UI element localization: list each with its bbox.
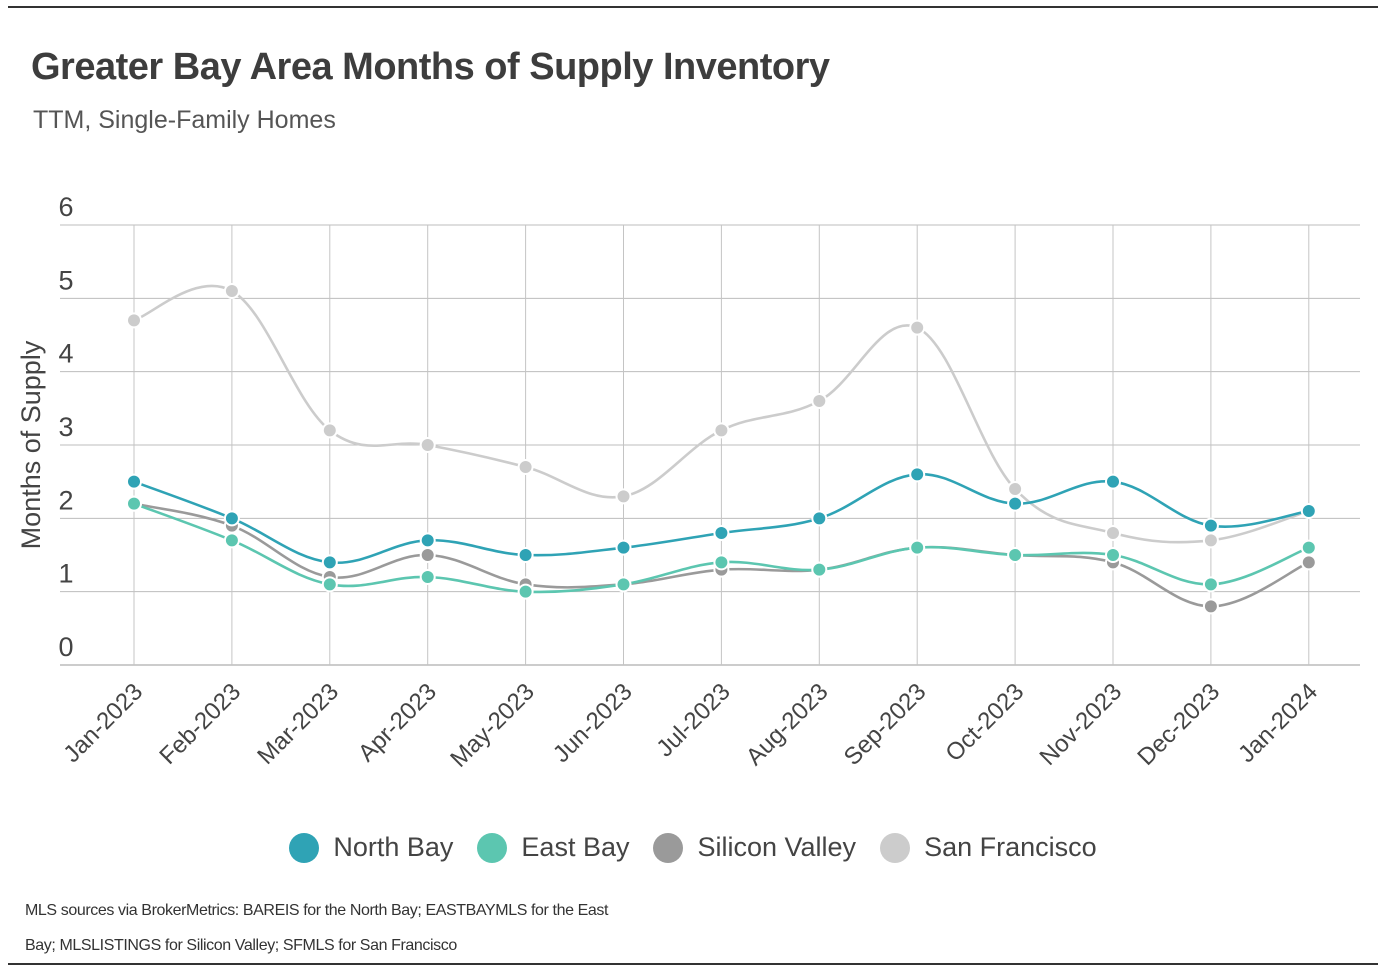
legend-item-east-bay: East Bay — [477, 832, 629, 863]
north-bay-point — [1202, 517, 1219, 534]
east-bay-point — [1105, 547, 1121, 563]
north-bay-point — [713, 525, 730, 541]
x-tick-label: Aug-2023 — [741, 678, 834, 771]
san-francisco-point — [811, 393, 828, 409]
east-bay-point — [1007, 547, 1024, 563]
legend-swatch — [289, 832, 320, 863]
east-bay-point — [811, 561, 828, 578]
east-bay-point — [419, 569, 436, 585]
silicon-valley-point — [1300, 554, 1317, 571]
grid — [60, 224, 1360, 666]
north-bay-point — [419, 532, 436, 549]
san-francisco-point — [1202, 532, 1219, 549]
silicon-valley-point — [419, 547, 436, 563]
legend-swatch — [880, 832, 911, 863]
north-bay-point — [517, 547, 534, 563]
east-bay-point — [126, 495, 142, 512]
north-bay-point — [1007, 495, 1024, 512]
san-francisco-point — [126, 312, 142, 329]
east-bay-point — [713, 554, 730, 571]
east-bay-point — [1202, 576, 1219, 593]
y-tick-label: 2 — [58, 485, 73, 515]
y-tick-label: 4 — [58, 339, 73, 369]
san-francisco-point — [713, 422, 730, 439]
san-francisco-point — [419, 437, 436, 453]
north-bay-point — [223, 510, 240, 527]
legend-label: San Francisco — [924, 832, 1097, 862]
san-francisco-point — [1007, 481, 1024, 497]
north-bay-point — [126, 473, 142, 490]
north-bay-point — [1105, 473, 1121, 490]
silicon-valley-point — [1202, 598, 1219, 615]
source-note: MLS sources via BrokerMetrics: BAREIS fo… — [25, 902, 609, 954]
east-bay-point — [615, 576, 632, 593]
x-tick-label: Jun-2023 — [548, 678, 638, 768]
series-north-bay — [126, 466, 1317, 571]
x-tick-label: Oct-2023 — [940, 678, 1029, 767]
san-francisco-point — [321, 422, 338, 439]
x-tick-label: Mar-2023 — [252, 678, 344, 770]
chart-title: Greater Bay Area Months of Supply Invent… — [31, 46, 830, 88]
north-bay-point — [909, 466, 926, 483]
y-tick-label: 5 — [58, 265, 73, 295]
legend-item-san-francisco: San Francisco — [880, 832, 1097, 863]
y-tick-label: 3 — [58, 412, 73, 442]
east-bay-point — [321, 576, 338, 593]
east-bay-point — [223, 532, 240, 549]
san-francisco-point — [1105, 525, 1121, 541]
x-tick-label: Apr-2023 — [353, 678, 442, 767]
y-tick-label: 1 — [58, 559, 73, 589]
legend-label: East Bay — [521, 832, 630, 862]
legend: North Bay East Bay Silicon Valley San Franc… — [0, 832, 1386, 863]
x-tick-label: Dec-2023 — [1132, 678, 1225, 771]
y-axis-label: Months of Supply — [16, 340, 46, 549]
y-tick-label: 0 — [58, 632, 73, 662]
legend-item-north-bay: North Bay — [289, 832, 453, 863]
x-tick-label: Jul-2023 — [651, 678, 735, 762]
x-tick-label: Jan-2024 — [1233, 678, 1323, 768]
legend-swatch — [653, 832, 684, 863]
series-east-bay — [126, 495, 1317, 600]
san-francisco-point — [517, 459, 534, 475]
series — [126, 283, 1317, 615]
series-san-francisco — [126, 283, 1317, 549]
top-rule — [8, 6, 1378, 8]
x-tick-label: Feb-2023 — [154, 678, 246, 770]
y-tick-label: 6 — [58, 192, 73, 222]
north-bay-point — [615, 539, 632, 556]
north-bay-point — [1300, 503, 1317, 519]
x-tick-label: Jan-2023 — [58, 678, 148, 768]
east-bay-point — [909, 539, 926, 556]
x-tick-label: Sep-2023 — [839, 678, 932, 771]
san-francisco-point — [223, 283, 240, 299]
x-tick-label: May-2023 — [445, 678, 540, 773]
san-francisco-point — [909, 319, 926, 336]
north-bay-point — [321, 554, 338, 571]
east-bay-point — [1300, 539, 1317, 556]
x-tick-label: Nov-2023 — [1035, 678, 1128, 771]
bottom-rule — [8, 963, 1378, 965]
east-bay-point — [517, 583, 534, 600]
legend-item-silicon-valley: Silicon Valley — [653, 832, 856, 863]
san-francisco-point — [615, 488, 632, 505]
chart-subtitle: TTM, Single-Family Homes — [33, 106, 336, 134]
north-bay-point — [811, 510, 828, 527]
legend-label: North Bay — [333, 832, 454, 862]
legend-label: Silicon Valley — [697, 832, 857, 862]
legend-swatch — [477, 832, 508, 863]
